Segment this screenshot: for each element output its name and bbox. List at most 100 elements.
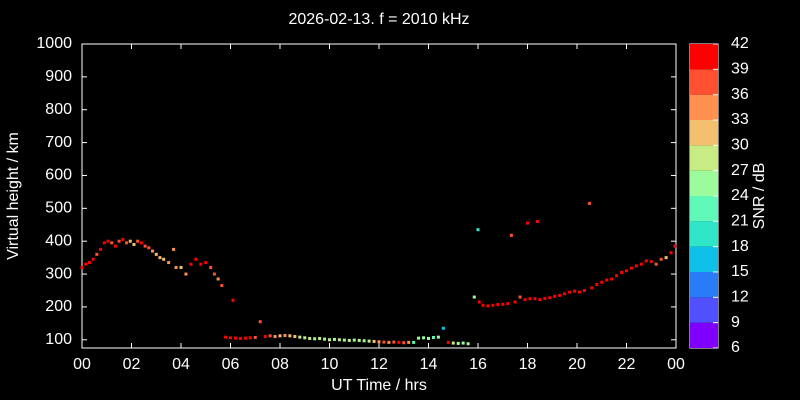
data-point (476, 228, 480, 232)
data-point (204, 261, 208, 265)
chart-title: 2026-02-13. f = 2010 kHz (288, 11, 469, 28)
data-point (446, 340, 450, 344)
data-point (278, 334, 282, 338)
data-point (377, 340, 381, 344)
data-point (132, 242, 136, 246)
data-point (590, 286, 594, 290)
data-point (486, 304, 490, 308)
y-tick-label: 300 (45, 265, 72, 282)
data-point (472, 295, 476, 299)
colorbar-label: SNR / dB (751, 163, 768, 230)
data-point (568, 290, 572, 294)
data-point (610, 277, 614, 281)
data-point (229, 336, 232, 340)
data-point (199, 262, 203, 266)
data-point (347, 338, 351, 342)
data-point (441, 326, 445, 330)
y-tick-label: 700 (45, 134, 72, 151)
data-point (649, 260, 653, 264)
data-point (509, 233, 513, 237)
data-point (154, 252, 158, 256)
colorbar-tick-label: 9 (731, 314, 740, 331)
data-point (620, 270, 624, 274)
colorbar-tick-label: 39 (731, 61, 749, 78)
x-tick-label: 14 (420, 356, 438, 373)
data-point (362, 339, 366, 343)
colorbar-tick-label: 36 (731, 86, 749, 103)
data-point (91, 257, 95, 261)
data-point (189, 262, 193, 266)
colorbar-tick-label: 42 (731, 35, 749, 52)
data-point (179, 265, 183, 269)
data-point (248, 336, 252, 340)
data-point (288, 334, 292, 338)
colorbar-swatch (690, 120, 718, 146)
y-tick-label: 100 (45, 331, 72, 348)
y-tick-label: 1000 (36, 35, 72, 52)
data-point (436, 335, 440, 339)
data-point (506, 302, 510, 306)
data-point (639, 262, 643, 266)
data-point (595, 283, 599, 287)
data-point (625, 269, 628, 273)
data-point (273, 334, 277, 338)
data-point (563, 292, 567, 296)
data-point (332, 337, 336, 341)
y-axis-label: Virtual height / km (5, 132, 22, 260)
data-point (263, 334, 267, 338)
data-point (634, 264, 638, 268)
data-point (95, 252, 99, 256)
y-tick-label: 900 (45, 68, 72, 85)
data-point (87, 261, 91, 265)
colorbar-tick-label: 21 (731, 213, 749, 230)
colorbar-tick-label: 27 (731, 162, 749, 179)
data-point (136, 239, 140, 243)
colorbar-tick-label: 24 (731, 187, 749, 204)
data-point (669, 251, 673, 255)
colorbar-swatch (690, 322, 718, 348)
x-tick-label: 20 (568, 356, 586, 373)
data-point (654, 262, 658, 266)
data-point (477, 300, 481, 304)
data-point (243, 336, 247, 340)
colorbar-tick-label: 30 (731, 137, 749, 154)
data-point (110, 241, 114, 245)
data-point (143, 244, 147, 248)
x-tick-label: 08 (271, 356, 289, 373)
data-point (194, 257, 198, 261)
data-point (303, 336, 307, 340)
data-point (481, 303, 485, 307)
data-point (543, 296, 547, 300)
data-point (382, 340, 386, 344)
data-point (158, 256, 162, 260)
data-point (231, 298, 235, 302)
data-point (466, 342, 470, 346)
x-tick-label: 22 (618, 356, 636, 373)
data-point (113, 244, 117, 248)
data-point (174, 265, 178, 269)
data-point (528, 297, 532, 301)
data-point (605, 278, 609, 282)
data-point (659, 257, 663, 261)
x-tick-label: 10 (321, 356, 339, 373)
data-point (102, 241, 106, 245)
data-point (523, 298, 527, 302)
data-point (128, 239, 132, 243)
data-point (318, 336, 322, 340)
data-point (268, 334, 272, 338)
colorbar-tick-label: 12 (731, 289, 749, 306)
data-point (342, 338, 346, 342)
data-point (139, 241, 143, 245)
data-point (220, 284, 224, 288)
x-tick-label: 18 (519, 356, 537, 373)
data-point (212, 272, 216, 276)
data-point (538, 298, 542, 302)
x-tick-label: 00 (667, 356, 685, 373)
x-axis-label: UT Time / hrs (331, 377, 427, 394)
colorbar-swatch (690, 170, 718, 196)
data-point (172, 247, 176, 251)
data-point (253, 335, 257, 339)
plot-frame (81, 43, 677, 349)
data-point (629, 266, 633, 270)
